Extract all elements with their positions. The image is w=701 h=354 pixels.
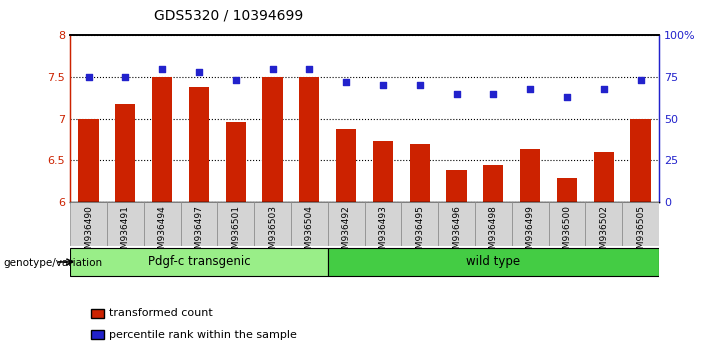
Point [598,86,609,91]
Point [451,91,462,97]
Bar [262,77,283,202]
Point [120,74,131,80]
Text: GDS5320 / 10394699: GDS5320 / 10394699 [154,9,304,23]
Bar [630,119,651,202]
Bar [548,202,585,246]
Bar [181,202,217,246]
Text: percentile rank within the sample: percentile rank within the sample [109,330,297,339]
Point [304,66,315,72]
Bar [189,87,209,202]
Text: GSM936505: GSM936505 [636,205,645,260]
Text: GSM936502: GSM936502 [599,205,608,260]
Text: GSM936490: GSM936490 [84,205,93,260]
Text: GSM936500: GSM936500 [562,205,571,260]
Text: GSM936497: GSM936497 [194,205,203,260]
Bar [365,202,401,246]
Bar [152,77,172,202]
Bar [79,119,99,202]
Bar [557,178,577,202]
Point [635,78,646,83]
Bar [594,152,614,202]
Text: GSM936498: GSM936498 [489,205,498,260]
Point [267,66,278,72]
Text: GSM936496: GSM936496 [452,205,461,260]
Bar [70,248,327,276]
Text: GSM936491: GSM936491 [121,205,130,260]
Point [156,66,168,72]
Bar [291,202,327,246]
Point [377,82,388,88]
Bar [401,202,438,246]
Point [488,91,499,97]
Bar [512,202,548,246]
Text: GSM936495: GSM936495 [415,205,424,260]
Bar [70,202,107,246]
Point [341,79,352,85]
Point [193,69,205,75]
Bar [336,130,356,202]
Bar [409,143,430,202]
Text: GSM936493: GSM936493 [379,205,388,260]
Text: GSM936492: GSM936492 [341,205,350,260]
Point [230,78,241,83]
Bar [144,202,181,246]
Bar [438,202,475,246]
Point [83,74,94,80]
Bar [217,202,254,246]
Bar [327,202,365,246]
Bar [373,141,393,202]
Bar [585,202,622,246]
Text: transformed count: transformed count [109,308,212,318]
Bar [483,165,503,202]
Bar [622,202,659,246]
Bar [520,149,540,202]
Bar [299,77,320,202]
Point [524,86,536,91]
Bar [475,202,512,246]
Bar [115,104,135,202]
Bar [447,170,467,202]
Text: GSM936501: GSM936501 [231,205,240,260]
Text: GSM936503: GSM936503 [268,205,277,260]
Text: GSM936499: GSM936499 [526,205,535,260]
Point [562,94,573,100]
Bar [327,248,659,276]
Text: genotype/variation: genotype/variation [4,258,102,268]
Text: GSM936504: GSM936504 [305,205,314,260]
Bar [107,202,144,246]
Text: GSM936494: GSM936494 [158,205,167,260]
Text: Pdgf-c transgenic: Pdgf-c transgenic [148,256,250,268]
Bar [226,122,246,202]
Text: wild type: wild type [466,256,520,268]
Point [414,82,426,88]
Bar [254,202,291,246]
